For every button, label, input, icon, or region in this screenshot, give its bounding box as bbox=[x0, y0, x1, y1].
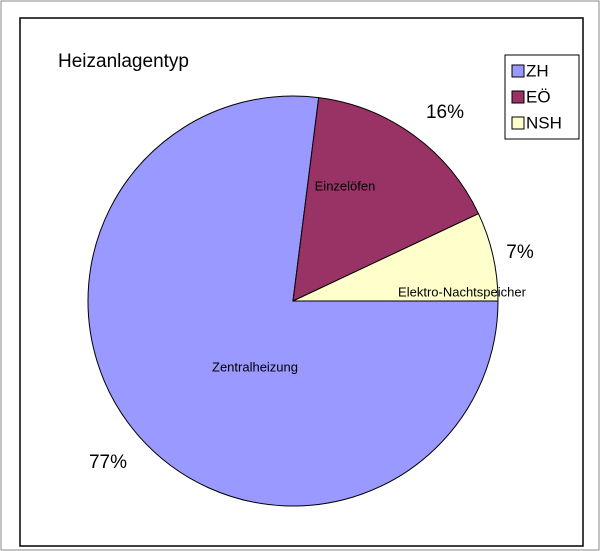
labels: Zentralheizung Einzelöfen Elektro-Nachtspe… bbox=[89, 102, 534, 473]
pie-slice bbox=[87, 95, 499, 507]
slice-label: Zentralheizung bbox=[212, 359, 298, 374]
legend-swatch bbox=[511, 116, 525, 130]
value-label: 77% bbox=[89, 452, 127, 473]
value-label: 7% bbox=[506, 242, 534, 263]
slice-label: Elektro-Nachtspeicher bbox=[398, 284, 527, 299]
legend-label: ZH bbox=[526, 61, 549, 80]
value-label: 16% bbox=[426, 102, 464, 123]
legend-label: NSH bbox=[526, 113, 562, 132]
slice-label: Einzelöfen bbox=[315, 178, 376, 193]
legend-swatch bbox=[511, 64, 525, 78]
pie bbox=[87, 95, 499, 507]
chart-title: Heizanlagentyp bbox=[58, 51, 189, 72]
pie-slice bbox=[292, 97, 480, 302]
pie-slice bbox=[292, 213, 499, 302]
legend-swatch bbox=[511, 90, 525, 104]
legend: ZH EÖ NSH bbox=[504, 54, 580, 140]
legend-label: EÖ bbox=[526, 87, 551, 106]
